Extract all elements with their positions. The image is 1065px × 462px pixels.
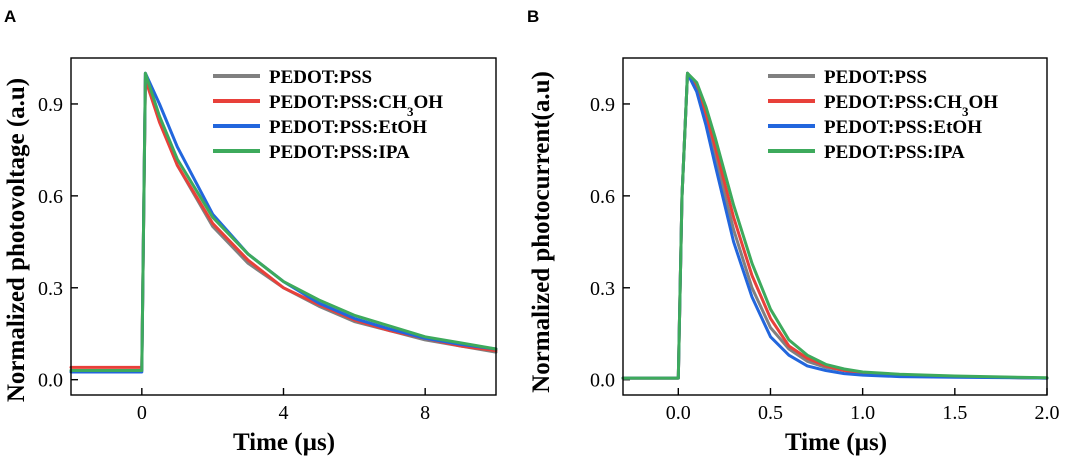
panel-a-x-tick-label: 8 bbox=[420, 402, 430, 424]
panel-a-ticks: 0 4 8 0.0 0.3 0.6 0.9 bbox=[38, 94, 430, 424]
panel-b-x-tick-label: 0.0 bbox=[666, 402, 691, 424]
panel-a-y-tick-label: 0.0 bbox=[38, 370, 63, 392]
panel-a-y-tick-label: 0.9 bbox=[38, 94, 63, 116]
panel-a-x-axis-title: Time (µs) bbox=[233, 429, 335, 456]
panel-b-x-tick-label: 1.5 bbox=[942, 402, 967, 424]
panel-b-x-tick-label: 0.5 bbox=[758, 402, 783, 424]
panel-b-legend-label: PEDOT:PSS:IPA bbox=[824, 142, 965, 163]
panel-b-x-tick-label: 2.0 bbox=[1035, 402, 1060, 424]
panel-b-legend-label: PEDOT:PSS:EtOH bbox=[824, 117, 982, 138]
panel-a: A Normalized photovoltage (a.u) Time (µs… bbox=[3, 7, 498, 456]
panel-b-y-tick-label: 0.0 bbox=[590, 370, 615, 392]
panel-a-series bbox=[69, 71, 498, 374]
panel-a-letter: A bbox=[4, 7, 16, 26]
panel-b-legend-label: PEDOT:PSS bbox=[824, 67, 927, 88]
panel-b-y-tick-label: 0.6 bbox=[590, 186, 615, 208]
panel-a-series-pedot-pss-ipa bbox=[69, 71, 498, 372]
panel-b-letter: B bbox=[527, 7, 539, 26]
panel-b-x-axis-title: Time (µs) bbox=[785, 429, 887, 456]
panel-a-legend-label: PEDOT:PSS:CH3OH bbox=[269, 92, 443, 119]
panel-b-x-tick-label: 1.0 bbox=[850, 402, 875, 424]
panel-a-x-tick-label: 4 bbox=[279, 402, 289, 424]
panel-a-legend-label: PEDOT:PSS bbox=[269, 67, 372, 88]
panel-b-series-pedot-pss-ipa bbox=[621, 71, 1049, 380]
panel-a-y-axis-title: Normalized photovoltage (a.u) bbox=[3, 78, 30, 402]
panel-a-legend-label: PEDOT:PSS:EtOH bbox=[269, 117, 427, 138]
panel-b-y-axis-title: Normalized photocurrent(a.u) bbox=[528, 71, 555, 393]
panel-b-plot-frame bbox=[622, 57, 1048, 396]
panel-b: B Normalized photocurrent(a.u) Time (µs)… bbox=[527, 7, 1060, 456]
panel-a-y-tick-label: 0.3 bbox=[38, 278, 63, 300]
panel-b-series bbox=[621, 71, 1049, 380]
panel-a-plot-frame bbox=[70, 57, 497, 396]
panel-a-y-tick-label: 0.6 bbox=[38, 186, 63, 208]
panel-a-x-tick-label: 0 bbox=[137, 402, 147, 424]
panel-b-y-tick-label: 0.3 bbox=[590, 278, 615, 300]
panel-b-legend-label: PEDOT:PSS:CH3OH bbox=[824, 92, 998, 119]
panel-b-y-tick-label: 0.9 bbox=[590, 94, 615, 116]
panel-a-legend-label: PEDOT:PSS:IPA bbox=[269, 142, 410, 163]
panel-b-ticks: 0.0 0.5 1.0 1.5 2.0 0.0 0.3 0.6 0.9 bbox=[590, 94, 1060, 424]
